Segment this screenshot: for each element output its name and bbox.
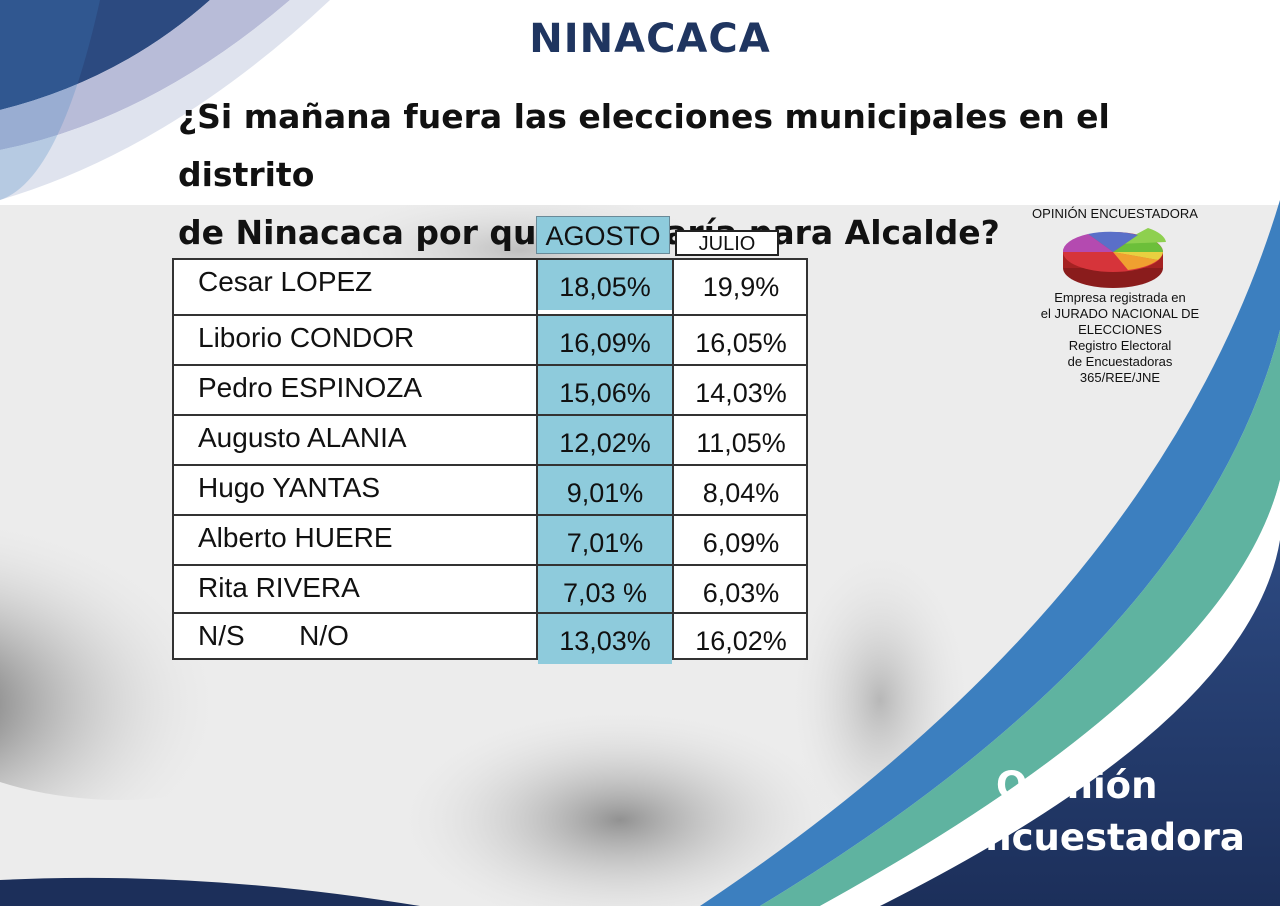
agosto-value: 9,01%	[538, 466, 672, 516]
julio-value: 6,03%	[702, 578, 780, 608]
registration-line: 365/REE/JNE	[1079, 370, 1161, 385]
agosto-value: 13,03%	[538, 614, 672, 664]
registration-line: el JURADO NACIONAL DE	[1040, 306, 1200, 321]
footer-brand: Opinión Encuestadora	[960, 760, 1260, 864]
row-divider	[174, 564, 806, 566]
question-line-1: ¿Si mañana fuera las elecciones municipa…	[178, 97, 1110, 194]
agosto-value: 7,01%	[538, 516, 672, 566]
table-row: N/S N/O 13,03% 16,02%	[174, 614, 806, 664]
candidate-name: Hugo YANTAS	[198, 472, 381, 503]
julio-value: 14,03%	[695, 378, 787, 408]
table-row: Pedro ESPINOZA 15,06% 14,03%	[174, 366, 806, 416]
julio-value: 11,05%	[696, 428, 786, 458]
candidate-name: Alberto HUERE	[198, 522, 393, 553]
footer-line-2: Encuestadora	[960, 816, 1245, 859]
row-divider	[174, 612, 806, 614]
julio-value: 6,09%	[702, 528, 780, 558]
registration-line: Registro Electoral	[1068, 338, 1172, 353]
footer-line-1: Opinión	[996, 764, 1158, 807]
registration-line: ELECCIONES	[1078, 322, 1162, 337]
agosto-value: 15,06%	[538, 366, 672, 416]
table-row: Liborio CONDOR 16,09% 16,05%	[174, 316, 806, 366]
registration-line: Empresa registrada en	[1054, 290, 1186, 305]
candidate-name: N/S N/O	[198, 620, 349, 651]
julio-value: 16,05%	[695, 328, 787, 358]
julio-value: 16,02%	[695, 626, 787, 656]
agosto-value: 12,02%	[538, 416, 672, 466]
agosto-value: 7,03 %	[538, 566, 672, 616]
registration-line: de Encuestadoras	[1067, 354, 1173, 369]
column-divider	[536, 260, 538, 658]
candidate-name: Cesar LOPEZ	[198, 266, 373, 297]
julio-value: 19,9%	[702, 272, 780, 302]
table-row: Augusto ALANIA 12,02% 11,05%	[174, 416, 806, 466]
column-header-julio: JULIO	[675, 230, 779, 256]
page-title: NINACACA	[529, 16, 771, 62]
agosto-value: 18,05%	[538, 260, 672, 310]
agosto-value: 16,09%	[538, 316, 672, 366]
row-divider	[174, 364, 806, 366]
julio-value: 8,04%	[702, 478, 780, 508]
pie-chart-logo-icon	[1062, 228, 1166, 288]
table-row: Hugo YANTAS 9,01% 8,04%	[174, 466, 806, 516]
table-row: Cesar LOPEZ 18,05% 19,9%	[174, 260, 806, 310]
registration-info: Empresa registrada en el JURADO NACIONAL…	[1020, 290, 1220, 386]
table-row: Rita RIVERA 7,03 % 6,03%	[174, 566, 806, 616]
column-divider	[672, 260, 674, 658]
table-row: Alberto HUERE 7,01% 6,09%	[174, 516, 806, 566]
row-divider	[174, 464, 806, 466]
candidate-name: Augusto ALANIA	[198, 422, 407, 453]
candidate-name: Pedro ESPINOZA	[198, 372, 423, 403]
brand-name: OPINIÓN ENCUESTADORA	[1032, 206, 1198, 221]
row-divider	[174, 414, 806, 416]
row-divider	[174, 514, 806, 516]
column-header-agosto: AGOSTO	[536, 216, 670, 254]
row-divider	[174, 314, 806, 316]
candidate-name: Liborio CONDOR	[198, 322, 415, 353]
candidate-name: Rita RIVERA	[198, 572, 360, 603]
results-table: Cesar LOPEZ 18,05% 19,9% Liborio CONDOR …	[172, 258, 808, 664]
